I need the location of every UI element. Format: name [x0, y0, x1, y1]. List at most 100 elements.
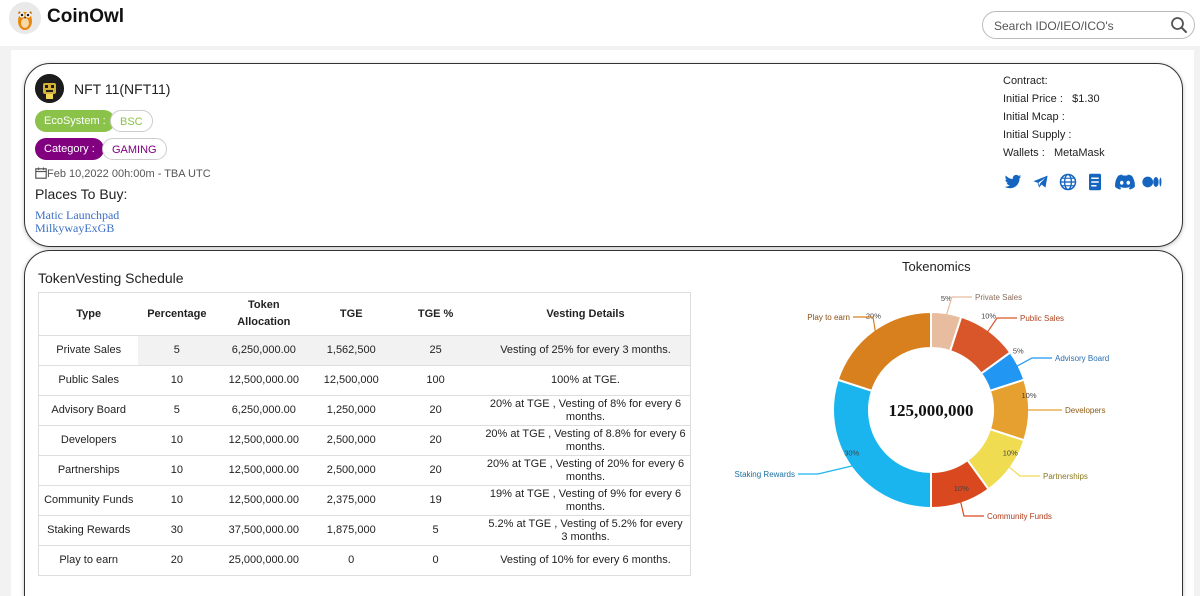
cell-token-allocation: 12,500,000.00: [215, 485, 313, 516]
vesting-table: Type Percentage Token Allocation TGE TGE…: [38, 292, 691, 576]
cell-percentage: 10: [138, 425, 216, 456]
top-header: CoinOwl: [0, 0, 1200, 46]
cell-token-allocation: 6,250,000.00: [215, 335, 313, 366]
cell-token-allocation: 12,500,000.00: [215, 425, 313, 456]
slice-percent-label: 10%: [1003, 449, 1018, 458]
column-header-type: Type: [38, 292, 139, 336]
cell-tge: 12,500,000: [312, 365, 391, 396]
category-value-badge[interactable]: GAMING: [102, 138, 167, 160]
search-icon[interactable]: [1170, 16, 1188, 34]
vesting-table-header-row: Type Percentage Token Allocation TGE TGE…: [38, 292, 691, 336]
cell-vesting-details: Vesting of 10% for every 6 months.: [480, 545, 691, 576]
cell-type: Partnerships: [38, 455, 139, 486]
slice-percent-label: 10%: [954, 484, 969, 493]
cell-type: Public Sales: [38, 365, 139, 396]
cell-percentage: 10: [138, 365, 216, 396]
places-to-buy-title: Places To Buy:: [35, 186, 128, 202]
discord-icon[interactable]: [1115, 173, 1135, 191]
cell-tge-percent: 19: [390, 485, 481, 516]
slice-percent-label: 30%: [844, 449, 859, 458]
sale-date: Feb 10,2022 00h:00m - TBA UTC: [47, 168, 211, 180]
cell-tge: 1,875,000: [312, 515, 391, 546]
column-header-tge: TGE: [312, 292, 391, 336]
cell-token-allocation: 25,000,000.00: [215, 545, 313, 576]
donut-slice-play-to-earn: [836, 310, 932, 393]
table-row: Public Sales 10 12,500,000.00 12,500,000…: [38, 365, 691, 396]
buy-link-matic-launchpad[interactable]: Matic Launchpad: [35, 208, 120, 222]
document-icon[interactable]: [1087, 173, 1103, 191]
search-box[interactable]: [982, 11, 1195, 39]
legend-label-public-sales: Public Sales: [1020, 314, 1064, 323]
table-row: Staking Rewards 30 37,500,000.00 1,875,0…: [38, 515, 691, 546]
cell-tge-percent: 20: [390, 455, 481, 486]
legend-label-advisory-board: Advisory Board: [1055, 354, 1109, 363]
cell-token-allocation: 12,500,000.00: [215, 455, 313, 486]
contract-row: Contract:: [1003, 75, 1048, 87]
twitter-icon[interactable]: [1004, 173, 1022, 191]
cell-type: Staking Rewards: [38, 515, 139, 546]
column-header-tge-percent: TGE %: [390, 292, 481, 336]
cell-vesting-details: 20% at TGE , Vesting of 8% for every 6 m…: [480, 395, 691, 426]
legend-label-developers: Developers: [1065, 406, 1105, 415]
contract-label: Contract:: [1003, 75, 1048, 87]
cell-tge: 1,250,000: [312, 395, 391, 426]
cell-percentage: 30: [138, 515, 216, 546]
cell-percentage: 20: [138, 545, 216, 576]
cell-vesting-details: 5.2% at TGE , Vesting of 5.2% for every …: [480, 515, 691, 546]
callout-line: [985, 317, 1017, 335]
token-name: NFT 11(NFT11): [74, 81, 171, 97]
column-header-token-allocation: Token Allocation: [215, 292, 313, 336]
table-row: Developers 10 12,500,000.00 2,500,000 20…: [38, 425, 691, 456]
cell-tge-percent: 0: [390, 545, 481, 576]
vesting-schedule-title: TokenVesting Schedule: [38, 270, 184, 286]
legend-label-play-to-earn: Play to earn: [807, 313, 850, 322]
legend-label-staking-rewards: Staking Rewards: [735, 470, 795, 479]
cell-vesting-details: 19% at TGE , Vesting of 9% for every 6 m…: [480, 485, 691, 516]
legend-label-community-funds: Community Funds: [987, 512, 1052, 521]
donut-slice-staking-rewards: [832, 378, 932, 510]
calendar-icon: [35, 167, 47, 179]
cell-token-allocation: 12,500,000.00: [215, 365, 313, 396]
cell-vesting-details: Vesting of 25% for every 3 months.: [480, 335, 691, 366]
cell-percentage: 10: [138, 455, 216, 486]
cell-tge-percent: 5: [390, 515, 481, 546]
owl-logo-icon[interactable]: [9, 2, 41, 34]
ecosystem-label-badge: EcoSystem :: [35, 110, 115, 132]
slice-percent-label: 10%: [1021, 391, 1036, 400]
callout-line: [798, 464, 856, 475]
category-label-badge: Category :: [35, 138, 104, 160]
callout-line: [853, 316, 877, 335]
buy-link-milkywayexgb[interactable]: MilkywayExGB: [35, 221, 115, 235]
ecosystem-value-badge[interactable]: BSC: [110, 110, 153, 132]
table-row: Play to earn 20 25,000,000.00 0 0 Vestin…: [38, 545, 691, 576]
website-globe-icon[interactable]: [1059, 173, 1077, 191]
cell-type: Community Funds: [38, 485, 139, 516]
table-row: Advisory Board 5 6,250,000.00 1,250,000 …: [38, 395, 691, 426]
cell-tge-percent: 100: [390, 365, 481, 396]
legend-label-partnerships: Partnerships: [1043, 472, 1088, 481]
cell-token-allocation: 37,500,000.00: [215, 515, 313, 546]
initial-supply-label: Initial Supply :: [1003, 129, 1072, 141]
brand-name[interactable]: CoinOwl: [47, 6, 125, 27]
callout-line: [1006, 464, 1040, 477]
chart-center-label: 125,000,000: [889, 401, 974, 420]
cell-vesting-details: 20% at TGE , Vesting of 8.8% for every 6…: [480, 425, 691, 456]
legend-label-private-sales: Private Sales: [975, 293, 1022, 302]
cell-token-allocation: 6,250,000.00: [215, 395, 313, 426]
cell-tge: 2,500,000: [312, 455, 391, 486]
cell-type: Play to earn: [38, 545, 139, 576]
medium-icon[interactable]: [1142, 173, 1162, 191]
search-input[interactable]: [992, 17, 1166, 35]
wallets-label: Wallets :: [1003, 147, 1045, 159]
column-header-percentage: Percentage: [138, 292, 216, 336]
cell-tge: 1,562,500: [312, 335, 391, 366]
cell-tge: 2,375,000: [312, 485, 391, 516]
initial-supply-row: Initial Supply :: [1003, 129, 1071, 141]
cell-tge-percent: 20: [390, 395, 481, 426]
sale-date-row: Feb 10,2022 00h:00m - TBA UTC: [35, 167, 211, 180]
cell-type: Advisory Board: [38, 395, 139, 426]
callout-line: [1014, 357, 1052, 368]
telegram-icon[interactable]: [1032, 173, 1049, 191]
cell-percentage: 5: [138, 395, 216, 426]
token-logo-icon: [35, 74, 64, 103]
